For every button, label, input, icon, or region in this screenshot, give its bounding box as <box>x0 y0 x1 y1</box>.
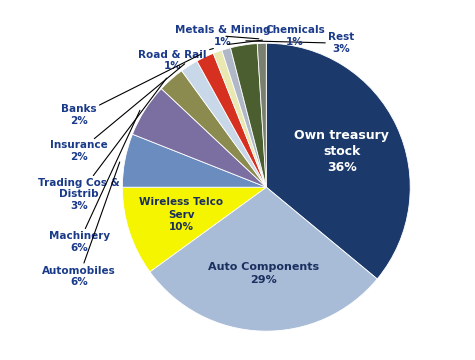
Text: Metals & Mining
1%: Metals & Mining 1% <box>175 25 271 47</box>
Text: Banks
2%: Banks 2% <box>61 54 200 126</box>
Text: Wireless Telco
Serv
10%: Wireless Telco Serv 10% <box>139 197 223 232</box>
Text: Road & Rail
1%: Road & Rail 1% <box>139 49 213 71</box>
Wedge shape <box>197 53 266 187</box>
Text: Own treasury
stock
36%: Own treasury stock 36% <box>294 129 390 174</box>
Text: Trading Cos &
Distrib
3%: Trading Cos & Distrib 3% <box>38 78 167 211</box>
Wedge shape <box>213 50 266 187</box>
Text: Auto Components
29%: Auto Components 29% <box>208 262 319 285</box>
Text: Insurance
2%: Insurance 2% <box>50 64 185 162</box>
Wedge shape <box>257 43 266 187</box>
Text: Rest
3%: Rest 3% <box>246 32 354 54</box>
Text: Chemicals
1%: Chemicals 1% <box>228 25 325 47</box>
Wedge shape <box>181 61 266 187</box>
Text: Machinery
6%: Machinery 6% <box>48 110 140 253</box>
Wedge shape <box>222 48 266 187</box>
Wedge shape <box>230 44 266 187</box>
Text: Automobiles
6%: Automobiles 6% <box>42 162 120 287</box>
Wedge shape <box>123 134 266 187</box>
Wedge shape <box>133 89 266 187</box>
Wedge shape <box>150 187 377 331</box>
Wedge shape <box>266 43 410 279</box>
Wedge shape <box>123 187 266 272</box>
Wedge shape <box>162 71 266 187</box>
